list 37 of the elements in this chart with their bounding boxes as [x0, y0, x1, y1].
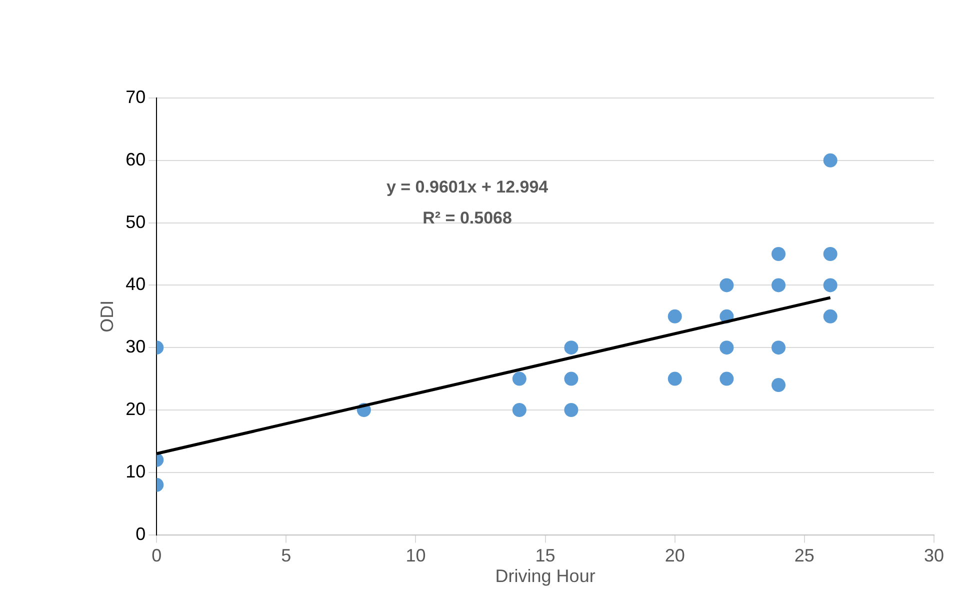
y-tick-label: 10	[126, 461, 146, 482]
y-tick-label: 30	[126, 336, 146, 357]
point	[772, 278, 786, 292]
point	[564, 403, 578, 417]
point	[823, 247, 838, 261]
x-tick-label: 15	[535, 546, 556, 566]
x-tick-label: 10	[406, 546, 426, 566]
y-axis-title: ODI	[96, 300, 117, 332]
y-tick-label: 50	[126, 212, 146, 232]
point	[720, 340, 734, 355]
point	[668, 372, 682, 386]
annotation: y = 0.9601x + 12.994	[386, 178, 549, 197]
y-tick-label: 20	[126, 398, 146, 419]
point	[823, 278, 838, 292]
point	[772, 247, 786, 261]
point	[772, 340, 786, 355]
point	[512, 372, 526, 386]
x-tick-label: 30	[924, 546, 944, 566]
y-tick-label: 60	[126, 149, 146, 170]
x-tick-label: 20	[664, 546, 685, 566]
x-tick-label: 5	[281, 546, 292, 566]
point	[512, 403, 526, 417]
point	[720, 278, 734, 292]
point	[720, 372, 734, 386]
point	[564, 340, 578, 355]
x-tick-label: 25	[794, 546, 814, 566]
annotation: R² = 0.5068	[422, 208, 512, 228]
point	[564, 372, 578, 386]
y-tick-label: 40	[126, 274, 146, 294]
x-tick-label: 0	[152, 546, 162, 566]
y-tick-label: 0	[136, 524, 146, 544]
x-axis-title: Driving Hour	[495, 566, 596, 586]
point	[823, 153, 838, 168]
point	[772, 378, 786, 392]
point	[823, 309, 838, 324]
y-tick-label: 70	[126, 86, 146, 107]
point	[668, 309, 682, 324]
